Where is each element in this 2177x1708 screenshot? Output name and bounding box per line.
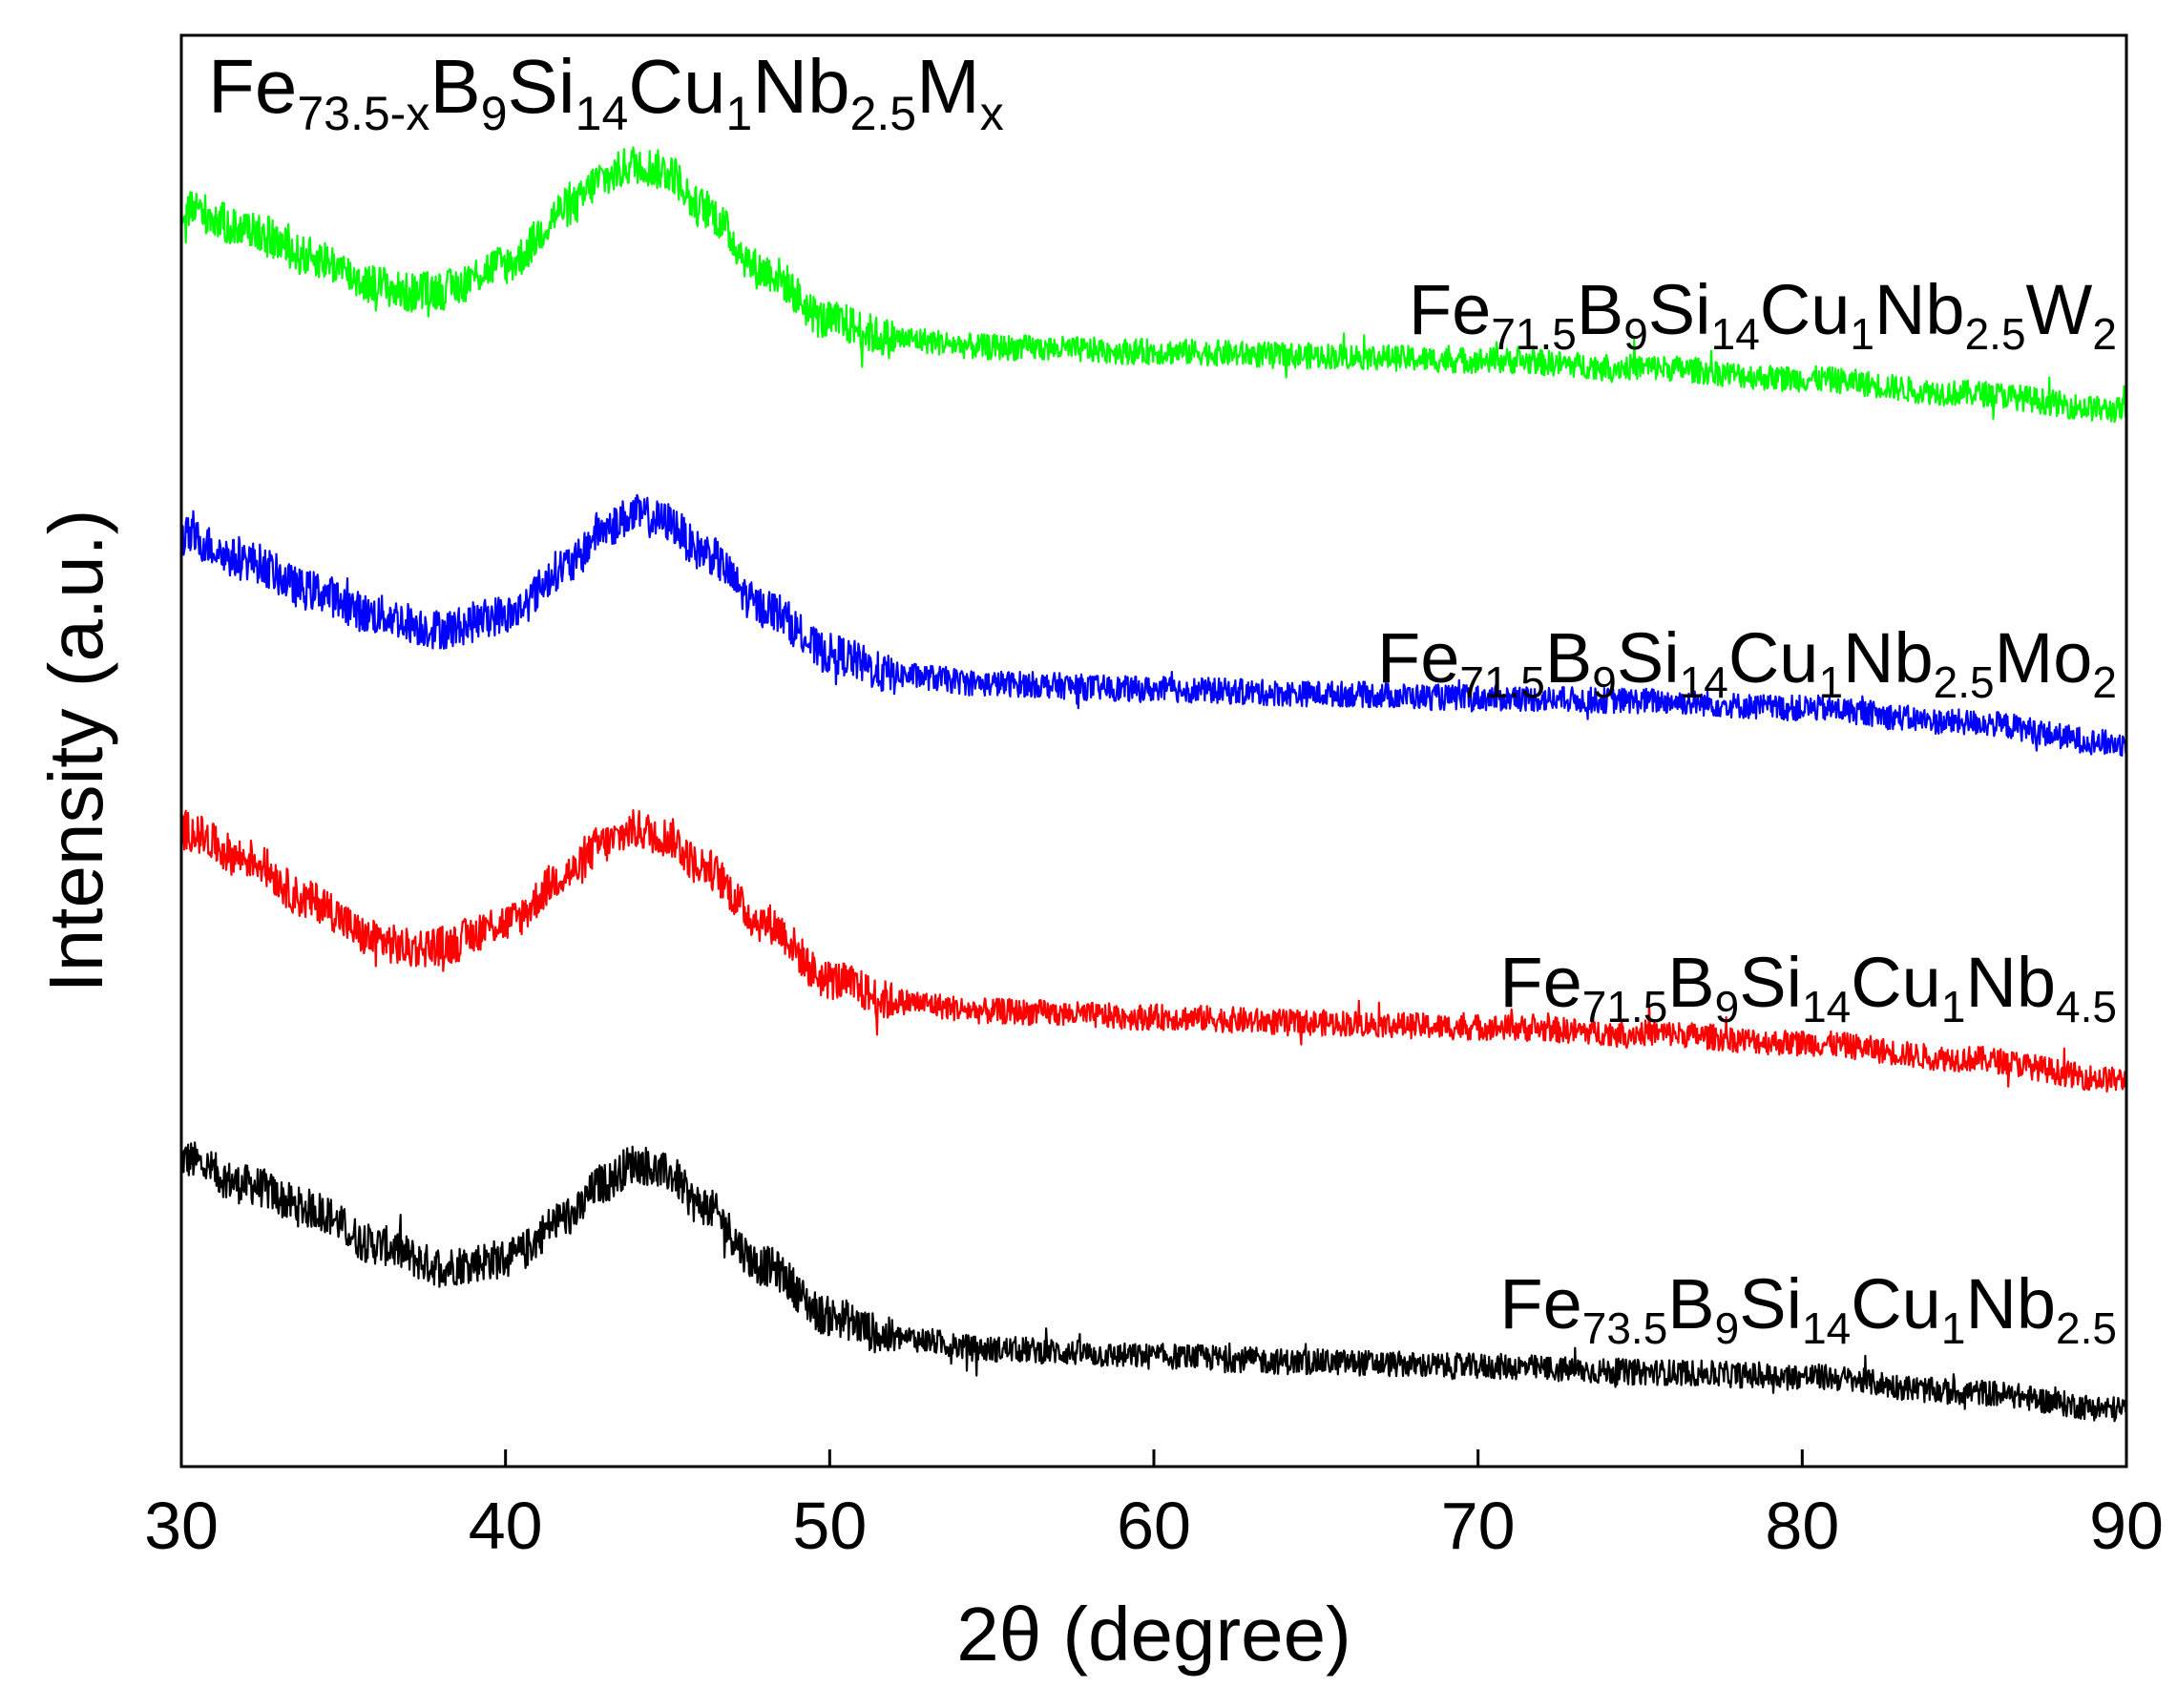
x-tick-label-2: 50: [792, 1489, 867, 1563]
formula-part: 14: [1680, 657, 1728, 707]
x-tick-label-5: 80: [1765, 1489, 1839, 1563]
formula-part: 9: [1592, 657, 1617, 707]
formula-part: 1: [1941, 982, 1966, 1031]
formula-part: Fe: [1499, 943, 1581, 1022]
x-axis-label: 2θ (degree): [956, 1592, 1351, 1677]
series-0: [180, 1141, 2128, 1423]
formula-part: x: [980, 87, 1004, 140]
formula-part: 4.5: [2056, 982, 2117, 1031]
series-label-0: Fe73.5B9Si14Cu1Nb2.5: [1499, 1264, 2117, 1353]
formula-part: B: [1667, 1264, 1714, 1343]
formula-part: Mo: [1995, 618, 2093, 698]
formula-part: Cu: [1760, 270, 1851, 349]
formula-part: 1: [1818, 657, 1843, 707]
formula-part: 1: [1850, 309, 1874, 359]
formula-part: Cu: [1851, 1264, 1941, 1343]
formula-part: 9: [1623, 309, 1648, 359]
series-line-0: [180, 1141, 2128, 1423]
formula-part: Si: [1739, 943, 1802, 1022]
formula-part: 1: [1941, 1303, 1966, 1353]
formula-part: Nb: [1843, 618, 1934, 698]
series-1: [179, 809, 2128, 1093]
series-3: [179, 146, 2127, 424]
chart-title: Fe73.5-xB9Si14Cu1Nb2.5Mx: [208, 44, 1004, 140]
formula-part: 2: [2092, 657, 2117, 707]
formula-part: 73.5-x: [297, 87, 429, 140]
formula-part: M: [916, 44, 980, 129]
formula-part: Si: [508, 44, 576, 129]
formula-part: Nb: [1965, 1264, 2056, 1343]
formula-part: 14: [1711, 309, 1760, 359]
formula-part: Cu: [1851, 943, 1941, 1022]
formula-part: Si: [1739, 1264, 1802, 1343]
formula-part: 71.5: [1491, 309, 1577, 359]
formula-part: 71.5: [1459, 657, 1545, 707]
formula-part: Nb: [1965, 943, 2056, 1022]
formula-part: 2.5: [1934, 657, 1995, 707]
formula-part: B: [1577, 270, 1623, 349]
formula-part: 2: [2092, 309, 2117, 359]
x-tick-label-1: 40: [469, 1489, 543, 1563]
formula-part: 2.5: [1965, 309, 2026, 359]
x-tick-label-6: 90: [2089, 1489, 2164, 1563]
series-line-3: [179, 146, 2127, 424]
formula-part: Si: [1617, 618, 1680, 698]
formula-part: 9: [481, 87, 508, 140]
formula-part: 14: [576, 87, 629, 140]
formula-part: 9: [1715, 982, 1740, 1031]
series-label-1: Fe71.5B9Si14Cu1Nb4.5: [1499, 943, 2117, 1031]
formula-part: 71.5: [1582, 982, 1668, 1031]
formula-part: Fe: [1377, 618, 1459, 698]
formula-part: 73.5: [1582, 1303, 1668, 1353]
formula-part: 2.5: [2056, 1303, 2117, 1353]
formula-part: Si: [1648, 270, 1711, 349]
x-tick-label-4: 70: [1441, 1489, 1516, 1563]
formula-part: Nb: [752, 44, 849, 129]
series-line-2: [179, 493, 2128, 757]
series-label-3: Fe71.5B9Si14Cu1Nb2.5W2: [1409, 270, 2117, 359]
formula-part: 14: [1802, 982, 1851, 1031]
formula-part: Cu: [628, 44, 725, 129]
formula-part: 2.5: [850, 87, 917, 140]
y-axis-label: Intensity (a.u.): [33, 510, 118, 993]
series-layer: [179, 146, 2128, 1423]
formula-part: Cu: [1728, 618, 1819, 698]
formula-part: B: [1545, 618, 1592, 698]
series-2: [179, 493, 2128, 757]
formula-part: B: [1667, 943, 1714, 1022]
formula-part: 14: [1802, 1303, 1851, 1353]
formula-part: 1: [726, 87, 753, 140]
series-line-1: [179, 809, 2128, 1093]
x-tick-label-3: 60: [1117, 1489, 1191, 1563]
formula-part: 9: [1715, 1303, 1740, 1353]
formula-part: Fe: [1409, 270, 1491, 349]
axis-layer: 30 40 50 60 70 80 90: [144, 33, 2164, 1563]
formula-part: B: [429, 44, 480, 129]
x-tick-label-0: 30: [144, 1489, 219, 1563]
formula-part: Nb: [1874, 270, 1965, 349]
formula-part: Fe: [208, 44, 297, 129]
series-label-2: Fe71.5B9Si14Cu1Nb2.5Mo2: [1377, 618, 2117, 707]
series-label-layer: Fe73.5B9Si14Cu1Nb2.5Fe71.5B9Si14Cu1Nb4.5…: [1377, 270, 2117, 1353]
formula-part: W: [2026, 270, 2093, 349]
formula-part: Fe: [1499, 1264, 1581, 1343]
